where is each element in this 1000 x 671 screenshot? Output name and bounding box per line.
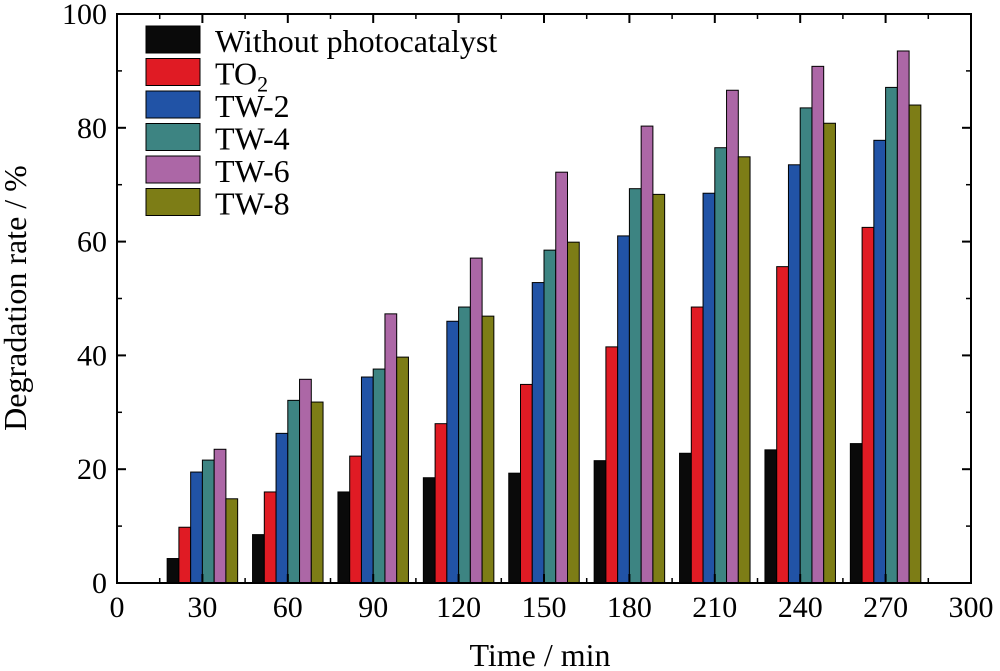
bar-without-photocatalyst-120 — [422, 477, 436, 584]
legend-swatch-tw-6 — [145, 155, 201, 184]
x-tick-label: 120 — [436, 591, 481, 624]
x-tick-label: 0 — [110, 591, 125, 624]
bar-tw-6-90 — [384, 313, 398, 584]
bar-tw-2-30 — [190, 471, 203, 584]
bar-tw-2-90 — [360, 376, 374, 584]
bar-to2-210 — [690, 306, 704, 584]
bar-tw-6-180 — [640, 125, 654, 584]
bar-tw-4-240 — [799, 107, 813, 584]
bar-tw-4-30 — [201, 459, 215, 584]
bar-tw-8-150 — [567, 241, 580, 584]
bar-tw-6-240 — [811, 65, 825, 584]
legend-label-without-photocatalyst: Without photocatalyst — [215, 23, 497, 59]
y-tick-label: 80 — [77, 112, 107, 145]
bar-tw-2-210 — [702, 192, 716, 584]
x-tick-label: 270 — [863, 591, 908, 624]
x-axis-title: Time / min — [469, 637, 610, 671]
y-tick-label: 20 — [77, 453, 107, 486]
y-tick-label: 100 — [62, 0, 107, 31]
x-tick-label: 90 — [358, 591, 388, 624]
x-tick-label: 30 — [187, 591, 217, 624]
bar-tw-4-60 — [287, 399, 301, 584]
bar-to2-240 — [776, 266, 789, 584]
legend-label-subscript: 2 — [257, 72, 268, 97]
bar-tw-4-150 — [543, 249, 557, 584]
bar-tw-2-240 — [787, 164, 801, 584]
bar-tw-8-240 — [823, 122, 836, 584]
y-tick-label: 0 — [92, 567, 107, 600]
bar-without-photocatalyst-60 — [252, 534, 265, 584]
legend-label-tw-4: TW-4 — [215, 121, 290, 157]
x-tick-label: 210 — [692, 591, 737, 624]
bar-tw-2-270 — [873, 139, 887, 584]
bar-without-photocatalyst-90 — [337, 491, 351, 584]
bar-tw-2-120 — [446, 320, 460, 584]
bar-tw-8-60 — [310, 401, 324, 584]
bar-tw-8-120 — [481, 315, 495, 584]
legend-swatch-without-photocatalyst — [145, 25, 201, 54]
bar-without-photocatalyst-270 — [849, 443, 863, 584]
legend-label-tw-8: TW-8 — [215, 186, 290, 222]
bar-tw-8-180 — [652, 193, 666, 584]
bar-tw-6-270 — [896, 50, 910, 584]
bar-tw-2-60 — [275, 432, 289, 584]
axis-ticks: 0 30 60 90 120 150 180 210 240 270 300 0 20 40 60 80 100 — [62, 0, 994, 624]
legend-label-tw-6: TW-6 — [215, 153, 290, 189]
bar-tw-8-270 — [908, 104, 922, 584]
bar-tw-6-60 — [299, 378, 312, 584]
bar-to2-180 — [605, 346, 619, 584]
bar-tw-8-30 — [225, 498, 239, 584]
legend-label-tw-2: TW-2 — [215, 88, 290, 124]
x-tick-label: 60 — [273, 591, 303, 624]
bars-group — [166, 50, 922, 584]
y-axis-title: Degradation rate / % — [0, 165, 33, 431]
bar-without-photocatalyst-240 — [764, 449, 778, 584]
bar-tw-6-120 — [469, 257, 483, 584]
bar-without-photocatalyst-30 — [166, 558, 180, 584]
x-tick-label: 300 — [949, 591, 994, 624]
bar-to2-120 — [434, 423, 448, 584]
bar-tw-2-180 — [617, 235, 630, 584]
bar-without-photocatalyst-210 — [679, 452, 692, 584]
legend-swatch-tw-8 — [145, 188, 201, 216]
legend-swatch-tw-4 — [145, 123, 201, 151]
x-tick-label: 240 — [778, 591, 823, 624]
legend-swatch-to2 — [145, 58, 201, 86]
bar-without-photocatalyst-180 — [593, 460, 607, 584]
bar-tw-4-120 — [458, 306, 471, 584]
x-tick-label: 150 — [522, 591, 567, 624]
bar-tw-4-180 — [628, 188, 642, 584]
x-tick-label: 180 — [607, 591, 652, 624]
bar-to2-30 — [178, 526, 192, 584]
legend-swatch-tw-2 — [145, 90, 201, 119]
bar-tw-2-150 — [531, 282, 545, 584]
bar-tw-8-90 — [396, 356, 409, 584]
bar-to2-150 — [520, 383, 533, 584]
bar-tw-6-30 — [213, 448, 227, 584]
bar-tw-4-90 — [372, 368, 386, 584]
bar-without-photocatalyst-150 — [508, 472, 521, 584]
bar-tw-6-150 — [555, 171, 568, 584]
bar-to2-90 — [349, 455, 362, 584]
bar-tw-6-210 — [726, 89, 739, 584]
bar-tw-4-210 — [714, 147, 728, 584]
bar-to2-60 — [263, 491, 277, 584]
y-tick-label: 40 — [77, 339, 107, 372]
bar-tw-4-270 — [885, 86, 898, 584]
bar-to2-270 — [861, 226, 875, 584]
bar-tw-8-210 — [737, 156, 751, 584]
y-tick-label: 60 — [77, 226, 107, 259]
